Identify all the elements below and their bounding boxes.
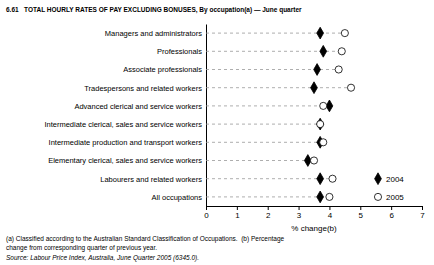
annotation: (a) Classified according to the Australi… [6,235,285,243]
point [347,84,354,91]
point [317,191,324,203]
y-tick-label: Managers and administrators [105,29,202,38]
point [317,27,324,39]
x-tick-mark [422,206,423,210]
x-tick: 1 [235,206,240,220]
y-axis-line [206,25,207,207]
point [341,30,348,37]
leader-line [206,105,329,106]
y-tick-label: Associate professionals [123,65,202,74]
y-tick-label: Labourers and related workers [100,175,202,184]
y-tick-label: Professionals [157,47,202,56]
x-axis-title: % change(b) [291,224,337,233]
x-tick-mark [329,206,330,210]
x-tick-label: 7 [420,211,425,220]
y-tick-label: Elementary clerical, sales and service w… [48,156,202,165]
x-tick-mark [299,206,300,210]
point [310,157,317,164]
legend-label: 2005 [386,193,404,202]
y-tick-label: Advanced clerical and service workers [74,102,202,111]
x-tick-mark [268,206,269,210]
x-tick: 6 [389,206,394,220]
x-axis: 0 1 2 3 4 5 6 7 [204,206,425,220]
leader-line [206,196,329,197]
point [338,48,345,55]
y-tick: Labourers and related workers [100,175,206,184]
point [335,66,342,73]
x-tick: 7 [420,206,425,220]
legend-symbol [375,173,382,185]
y-axis: Managers and administrators Professionals… [44,25,206,207]
x-tick-label: 2 [266,211,271,220]
y-tick: Associate professionals [123,65,206,74]
leader-line [206,142,323,143]
y-tick: Tradespersons and related workers [84,84,206,93]
legend-label: 2004 [386,175,404,184]
point [320,139,327,146]
y-tick: Intermediate clerical, sales and service… [44,120,206,129]
y-tick: All occupations [152,193,206,202]
point [317,121,324,128]
y-tick: Professionals [157,47,206,56]
x-tick-mark [206,206,207,210]
x-tick: 3 [297,206,302,220]
y-tick: Managers and administrators [105,29,206,38]
y-tick: Intermediate production and transport wo… [49,138,206,147]
leader-line [206,178,333,179]
x-tick-label: 6 [389,211,394,220]
point [317,118,324,130]
point [311,82,318,94]
point [320,102,327,109]
x-tick-label: 3 [297,211,302,220]
title: 6.61 TOTAL HOURLY RATES OF PAY EXCLUDING… [6,6,302,14]
chart: 6.61 TOTAL HOURLY RATES OF PAY EXCLUDING… [0,0,434,265]
y-tick-label: All occupations [152,193,203,202]
x-tick: 2 [266,206,271,220]
x-tick-mark [237,206,238,210]
annotation: change from corresponding quarter of pre… [6,244,157,252]
x-tick-label: 4 [328,211,333,220]
y-tick: Advanced clerical and service workers [74,102,206,111]
plot-area [206,27,355,203]
annotation: Source: Labour Price Index, Australia, J… [6,254,199,262]
x-tick-label: 5 [359,211,364,220]
point [320,45,327,57]
point [317,173,324,185]
point [329,175,336,182]
x-tick-mark [391,206,392,210]
x-tick-mark [360,206,361,210]
x-tick: 0 [204,206,209,220]
leader-line [206,124,320,125]
point [326,193,333,200]
x-tick-label: 0 [204,211,209,220]
y-tick-label: Intermediate production and transport wo… [49,138,203,147]
y-tick: Elementary clerical, sales and service w… [48,156,206,165]
leader-line [206,87,351,88]
legend: 2004 2005 [374,173,404,202]
leader-line [206,160,314,161]
x-axis-line [207,207,423,211]
x-tick-label: 1 [235,211,240,220]
legend-symbol [374,193,381,200]
x-tick: 4 [328,206,333,220]
y-tick-label: Intermediate clerical, sales and service… [44,120,202,129]
y-tick-label: Tradespersons and related workers [84,84,202,93]
point [314,64,321,76]
x-tick: 5 [359,206,364,220]
